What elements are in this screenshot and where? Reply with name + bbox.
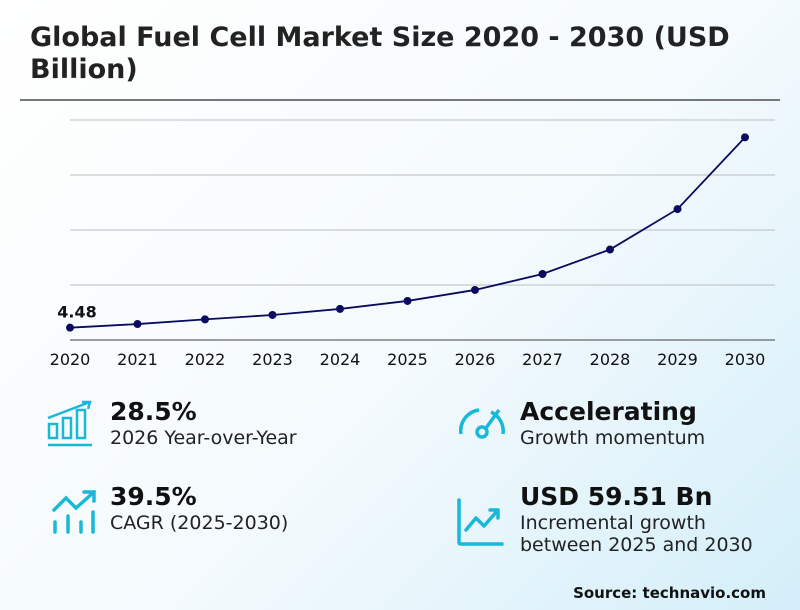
data-point (538, 270, 547, 278)
stat-momentum: Accelerating Growth momentum (520, 397, 705, 449)
data-point (133, 320, 142, 329)
chart-title: Global Fuel Cell Market Size 2020 - 2030… (30, 22, 730, 85)
line-chart: 2020 2021 2022 2023 2024 2025 2026 2027 2028 2029… (50, 119, 775, 369)
bar-chart-growth-icon (47, 400, 92, 447)
data-point (201, 315, 209, 324)
x-tick-label: 2030 (725, 350, 766, 369)
x-tick-label: 2027 (522, 350, 563, 369)
stat-label: Incremental growth between 2025 and 2030 (520, 512, 753, 556)
stat-label: Growth momentum (520, 427, 706, 449)
x-tick-label: 2025 (387, 350, 428, 369)
data-point (268, 310, 277, 319)
stat-label: 2026 Year-over-Year (110, 427, 297, 449)
stat-value: 28.5% (110, 397, 197, 426)
x-tick-label: 2028 (590, 350, 631, 369)
x-tick-label: 2026 (455, 350, 496, 369)
data-point (336, 304, 344, 313)
stat-label: CAGR (2025-2030) (110, 512, 289, 534)
data-point (66, 323, 74, 332)
x-tick-label: 2023 (252, 350, 293, 369)
x-tick-label: 2022 (185, 350, 226, 369)
data-point (741, 133, 749, 142)
data-label: 4.48 (57, 303, 96, 322)
data-point (471, 285, 479, 294)
stat-value: 39.5% (110, 482, 197, 511)
data-point (673, 205, 682, 214)
stat-incremental: USD 59.51 Bn Incremental growth between … (520, 482, 790, 556)
stat-cagr: 39.5% CAGR (2025-2030) (110, 482, 288, 534)
x-tick-label: 2029 (657, 350, 698, 369)
source-credit: Source: technavio.com (573, 584, 766, 602)
data-point (403, 296, 412, 305)
stat-yoy: 28.5% 2026 Year-over-Year (110, 397, 297, 449)
stat-value: Accelerating (520, 397, 697, 426)
x-tick-label: 2021 (117, 350, 158, 369)
data-point (606, 245, 614, 254)
trend-bars-icon (52, 490, 96, 534)
x-tick-label: 2024 (320, 350, 361, 369)
speedometer-icon (459, 408, 505, 439)
stat-value: USD 59.51 Bn (520, 482, 713, 511)
title-divider (20, 99, 780, 101)
x-tick-label: 2020 (50, 350, 91, 369)
line-chart-up-icon (457, 498, 504, 546)
